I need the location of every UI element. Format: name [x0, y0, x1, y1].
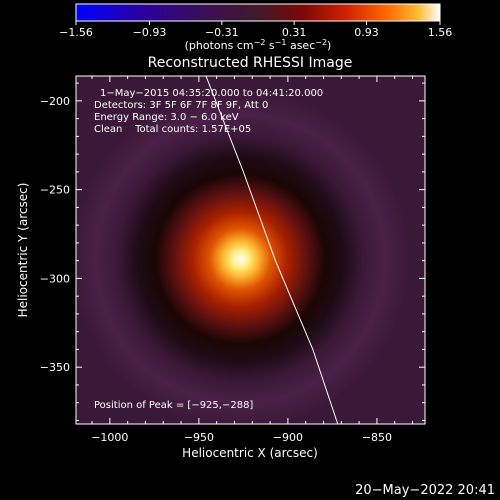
x-tick-label: −850	[362, 431, 392, 444]
y-axis-label: Heliocentric Y (arcsec)	[16, 183, 30, 318]
colorbar-tick-label: 1.56	[428, 26, 453, 39]
colorbar-gradient	[75, 3, 441, 22]
plot-frame	[75, 75, 426, 425]
colorbar: −1.56 −0.93 −0.31 0.31 0.93 1.56 (photons cm−…	[59, 3, 452, 53]
annotation-peak: Position of Peak = [−925,−288]	[94, 400, 253, 411]
colorbar-tick-label: −0.31	[205, 26, 239, 39]
solar-limb-curve	[205, 76, 339, 424]
y-tick-label: −350	[40, 361, 70, 374]
y-tick-label: −250	[40, 184, 70, 197]
annotation-clean: Clean Total counts: 1.57E+05	[94, 124, 251, 135]
colorbar-tick-label: 0.31	[282, 26, 307, 39]
x-tick-label: −1000	[91, 431, 128, 444]
colorbar-tick-label: −1.56	[59, 26, 93, 39]
x-axis-label: Heliocentric X (arcsec)	[182, 446, 318, 460]
annotation-energy: Energy Range: 3.0 − 6.0 keV	[94, 112, 239, 123]
colorbar-ticks: −1.56 −0.93 −0.31 0.31 0.93 1.56	[59, 21, 452, 39]
chart-title: Reconstructed RHESSI Image	[148, 55, 353, 71]
x-tick-label: −950	[184, 431, 214, 444]
emission-source	[76, 76, 425, 424]
x-tick-label: −900	[273, 431, 303, 444]
colorbar-tick-label: 0.93	[354, 26, 379, 39]
annotation-detectors: Detectors: 3F 5F 6F 7F 8F 9F, Att 0	[94, 100, 268, 111]
annotation-time: 1−May−2015 04:35:20.000 to 04:41:20.000	[100, 88, 323, 99]
y-axis: −200 −250 −300 −350	[40, 82, 425, 421]
x-axis: −1000 −950 −900 −850	[91, 76, 414, 444]
image-annotations: 1−May−2015 04:35:20.000 to 04:41:20.000 …	[94, 88, 323, 411]
y-tick-label: −200	[40, 95, 70, 108]
render-timestamp: 20−May−2022 20:41	[355, 483, 495, 498]
colorbar-tick-label: −0.93	[133, 26, 167, 39]
y-tick-label: −300	[40, 272, 70, 285]
colorbar-units: (photons cm−2 s−1 asec−2)	[185, 38, 332, 53]
image-area	[76, 76, 425, 424]
